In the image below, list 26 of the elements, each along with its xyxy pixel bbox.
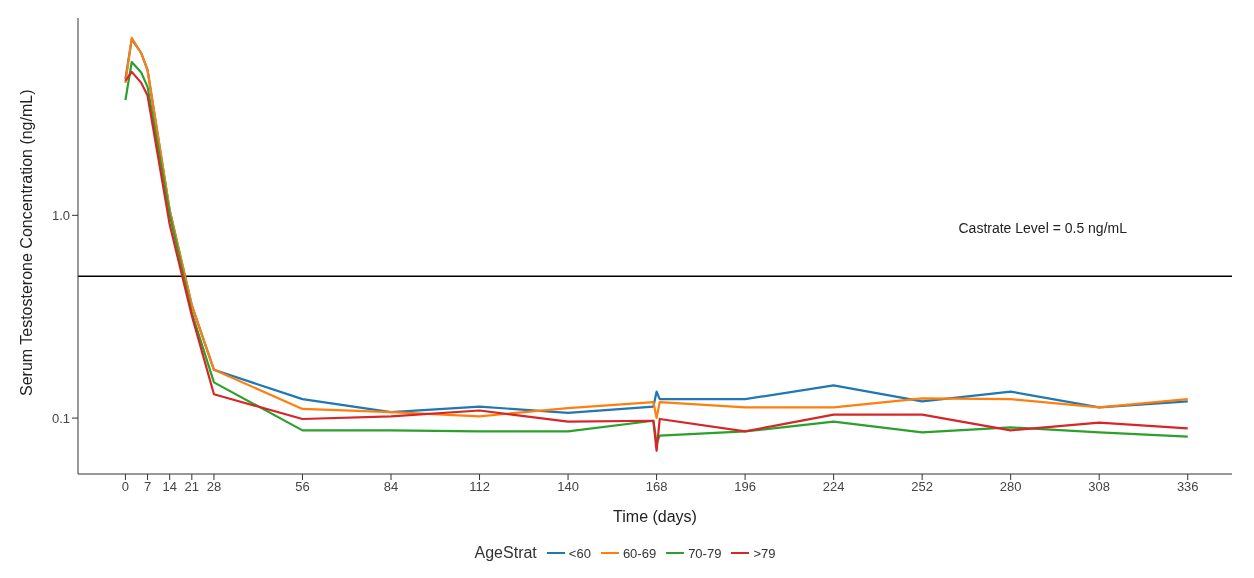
x-tick-label: 280	[999, 479, 1022, 495]
legend-title: AgeStrat	[474, 544, 537, 562]
x-tick-label: 7	[143, 479, 152, 495]
x-tick-label: 252	[911, 479, 934, 495]
legend-label: <60	[567, 545, 591, 561]
ref-line-label: Castrate Level = 0.5 ng/mL	[958, 220, 1128, 237]
x-tick-label: 56	[295, 479, 310, 495]
x-tick-label: 84	[383, 479, 399, 495]
x-tick-label: 112	[469, 479, 490, 495]
x-tick-label: 140	[557, 479, 579, 495]
legend-label: 70-79	[687, 545, 722, 561]
legend-label: 60-69	[621, 545, 657, 561]
x-axis-title: Time (days)	[613, 508, 697, 525]
x-tick-label: 21	[184, 479, 200, 495]
y-axis-title: Serum Testosterone Concentration (ng/mL)	[17, 89, 35, 396]
x-tick-label: 224	[822, 479, 845, 495]
legend-label: >79	[752, 545, 776, 561]
x-tick-label: 28	[206, 479, 222, 495]
x-tick-label: 336	[1176, 479, 1199, 495]
x-tick-label: 168	[645, 479, 668, 495]
x-tick-label: 196	[734, 479, 756, 495]
x-tick-label: 0	[121, 479, 130, 495]
x-tick-label: 14	[162, 479, 177, 495]
y-tick-label: 1.0	[51, 207, 70, 223]
y-tick-label: 0.1	[51, 410, 70, 426]
x-tick-label: 308	[1088, 479, 1111, 495]
